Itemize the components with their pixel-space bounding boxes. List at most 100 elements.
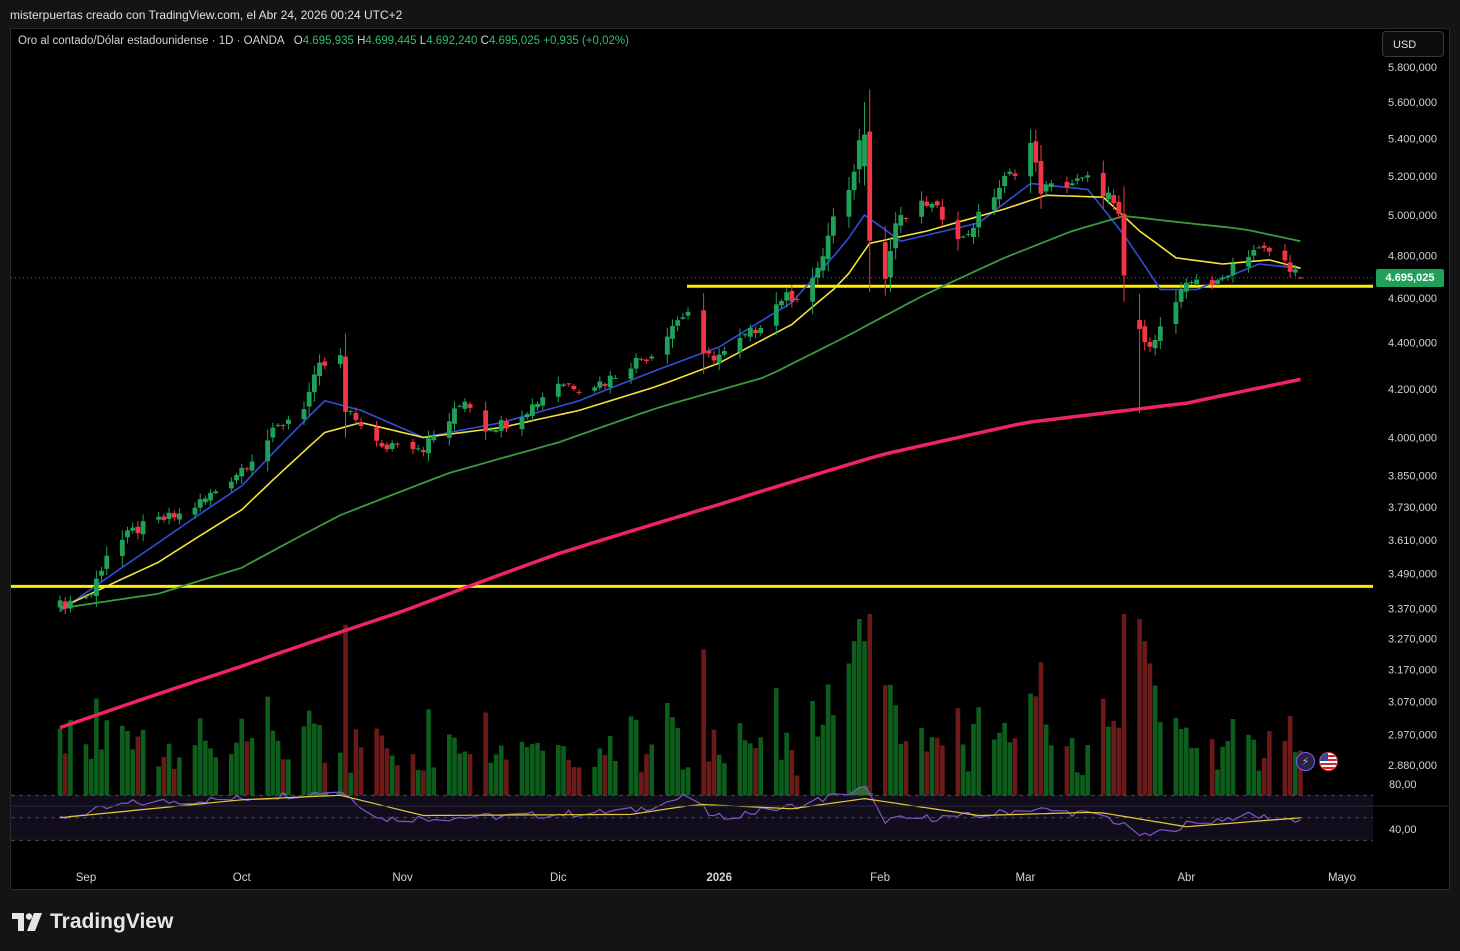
symbol-label: Oro al contado/Dólar estadounidense · 1D… — [18, 35, 285, 47]
x-tick-label: Sep — [76, 872, 96, 884]
volume-bar — [88, 758, 94, 804]
candle-body — [306, 391, 312, 407]
candle-body — [62, 601, 68, 609]
volume-bar — [1225, 741, 1231, 804]
volume-bar — [1007, 742, 1013, 804]
volume-bar — [493, 754, 499, 804]
high-value: 4.699,445 — [365, 35, 417, 47]
candle-body — [1085, 175, 1091, 178]
volume-bar — [140, 729, 146, 804]
chart-frame[interactable]: 5.800,000 5.600,000 5.400,000 5.200,000 5.00… — [10, 28, 1450, 890]
x-tick-label: Mar — [1015, 872, 1035, 884]
candle-body — [555, 383, 561, 397]
candle-body — [1225, 276, 1231, 278]
volume-bar — [426, 709, 431, 804]
candle-body — [1147, 342, 1153, 347]
candle-body — [374, 427, 380, 441]
candle-body — [737, 337, 743, 353]
volume-bar — [1028, 693, 1033, 804]
volume-bar — [1246, 734, 1251, 804]
volume-bar — [685, 767, 691, 804]
candle-body — [939, 206, 945, 220]
volume-bar — [57, 728, 63, 804]
volume-bar — [1080, 774, 1085, 804]
volume-bar — [742, 740, 748, 804]
ema-fast-line — [59, 182, 1301, 612]
volume-bar — [130, 749, 136, 804]
last-price-tag: 4.695,025 — [1376, 269, 1444, 287]
volume-bar — [389, 755, 395, 804]
candle-body — [1137, 320, 1142, 329]
rsi-tick-label: 80,00 — [1389, 779, 1417, 791]
flash-icon[interactable]: ⚡ — [1296, 752, 1315, 771]
candle-body — [638, 358, 644, 360]
candle-body — [462, 401, 468, 409]
tradingview-logo[interactable]: TradingView — [12, 907, 173, 937]
candle-body — [1266, 247, 1272, 252]
candle-body — [415, 448, 421, 450]
volume-bar — [1178, 729, 1184, 804]
volume-bar — [613, 761, 618, 804]
volume-bar — [898, 743, 904, 804]
x-tick-label: Abr — [1177, 872, 1195, 884]
candle-body — [773, 304, 779, 326]
x-tick-label: Oct — [233, 872, 252, 884]
candle-body — [270, 427, 276, 438]
candle-body — [161, 516, 167, 520]
volume-bar — [120, 725, 125, 804]
candle-body — [1043, 184, 1049, 192]
candle-body — [1121, 213, 1127, 276]
us-flag-icon[interactable] — [1319, 752, 1338, 771]
volume-bar — [161, 757, 167, 804]
volume-bar — [1085, 745, 1090, 804]
candle-body — [1152, 339, 1158, 349]
volume-bar — [716, 754, 722, 804]
volume-bar — [1261, 757, 1267, 804]
volume-bar — [924, 751, 930, 804]
candle-body — [1209, 279, 1215, 286]
volume-bar — [644, 754, 649, 804]
candle-body — [1012, 173, 1018, 176]
volume-bar — [1267, 731, 1272, 804]
volume-bar — [415, 769, 421, 804]
volume-bar — [1209, 739, 1215, 804]
volume-bar — [1002, 722, 1007, 804]
volume-bar — [374, 728, 379, 804]
candle-body — [825, 235, 831, 259]
volume-bar — [1043, 724, 1049, 804]
volume-bar — [1282, 740, 1288, 804]
volume-bar — [1183, 727, 1189, 804]
candle-body — [239, 467, 245, 477]
candle-body — [529, 404, 535, 416]
candle-body — [68, 600, 73, 609]
candle-body — [1256, 247, 1262, 249]
volume-bar — [166, 743, 172, 804]
candle-body — [649, 356, 655, 359]
candle-body — [467, 404, 473, 408]
y-tick-label: 3.370,000 — [1388, 603, 1437, 615]
open-value: 4.695,935 — [302, 35, 354, 47]
volume-bar — [312, 723, 317, 804]
low-label: L — [419, 35, 427, 47]
candle-body — [358, 422, 364, 427]
volume-bar — [395, 765, 400, 804]
price-chart[interactable]: 5.800,000 5.600,000 5.400,000 5.200,000 5.00… — [11, 29, 1449, 889]
candle-body — [420, 449, 426, 453]
y-tick-label: 2.970,000 — [1388, 729, 1437, 741]
volume-bar — [815, 736, 821, 804]
volume-bar — [275, 740, 281, 804]
volume-bar — [1121, 614, 1127, 804]
volume-bar — [784, 732, 789, 804]
volume-bar — [597, 748, 603, 804]
volume-bar — [498, 745, 504, 804]
x-tick-label: Mayo — [1328, 872, 1356, 884]
candle-body — [612, 378, 618, 380]
candle-body — [856, 140, 862, 170]
volume-bar — [1220, 746, 1225, 804]
volume-bar — [722, 763, 727, 804]
candle-body — [1183, 282, 1189, 292]
candle-body — [711, 355, 717, 361]
candle-body — [633, 357, 639, 369]
currency-button[interactable]: USD — [1382, 31, 1444, 57]
volume-bar — [306, 710, 312, 804]
